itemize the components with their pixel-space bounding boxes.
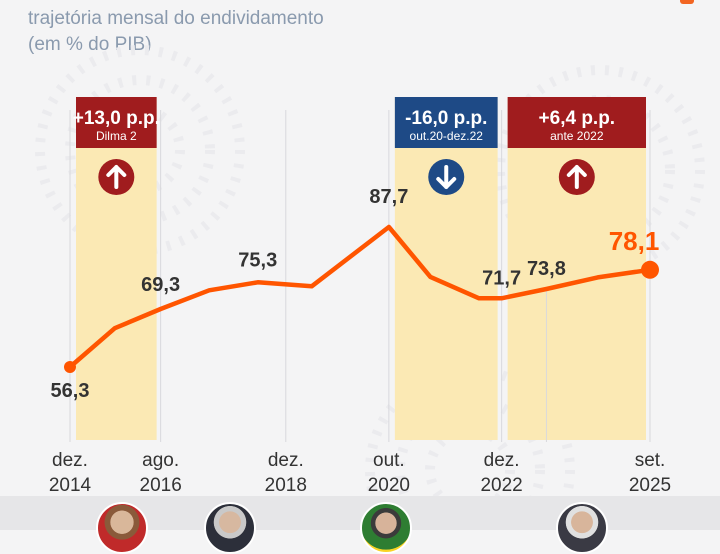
period-shade-1 [394,97,498,440]
data-label-6: 78,1 [609,226,660,256]
annotation-boxes: +13,0 p.p.Dilma 2 -16,0 p.p.out.20-dez.22… [73,97,646,195]
annotation-box-2 [507,97,646,148]
annotation-value-0: +13,0 p.p. [73,108,160,129]
x-tick-month-3: out. [373,450,405,471]
x-tick-year-1: 2016 [140,475,182,496]
arrow-glyph-1 [436,165,457,189]
decorative-ring-0 [65,75,215,225]
start-point [64,361,76,373]
avatar-temer [204,502,256,554]
decorative-ring-1 [525,95,675,245]
x-tick-year-5: 2025 [629,475,671,496]
x-tick-year-2: 2018 [265,475,307,496]
data-labels: 56,3 69,3 75,3 87,7 71,7 73,8 78,1 [51,186,660,402]
annotation-value-2: +6,4 p.p. [539,108,616,129]
decorative-ring-2 [365,365,575,530]
line-chart: 56,3 69,3 75,3 87,7 71,7 73,8 78,1 dez. 2014 ago… [48,75,675,530]
period-shade-2 [507,97,646,440]
brand-mark-icon [680,0,694,4]
series-line-layer [64,224,659,373]
arrow-glyph-2 [566,165,587,189]
x-tick-month-2: dez. [268,450,304,471]
data-label-2: 75,3 [238,249,277,271]
period-shade-0 [76,97,157,440]
avatar-lula [556,502,608,554]
data-label-1: 69,3 [141,274,180,296]
annotation-caption-2: ante 2022 [550,129,604,143]
data-label-5: 73,8 [527,258,566,280]
end-point [641,260,659,279]
avatar-bolsonaro [360,502,412,554]
x-tick-month-0: dez. [52,450,88,471]
avatar-dilma [96,502,148,554]
annotation-caption-0: Dilma 2 [96,129,137,143]
x-tick-year-0: 2014 [49,475,92,496]
data-label-0: 56,3 [51,380,90,402]
data-label-3: 87,7 [369,186,408,208]
decorative-ring-2 [425,425,515,515]
x-tick-month-5: set. [635,450,666,471]
annotation-box-1 [394,97,498,148]
annotation-box-0 [76,97,157,148]
x-tick-year-3: 2020 [368,475,410,496]
series-line [67,224,653,370]
x-tick-year-4: 2022 [480,475,522,496]
arrow-glyph-0 [106,165,127,189]
decorative-ring-2 [395,395,545,530]
x-axis-ticks: dez. 2014 ago. 2016 dez. 2018 out. 2020 dez. 2022… [49,450,671,496]
period-shades [76,97,646,440]
x-tick-month-4: dez. [484,450,520,471]
subtitle-line-1: trajetória mensal do endividamento [28,8,324,29]
annotation-value-1: -16,0 p.p. [405,108,487,129]
annotation-caption-1: out.20-dez.22 [410,129,484,143]
data-label-4: 71,7 [482,267,521,289]
decorative-ring-0 [95,105,185,195]
x-tick-month-1: ago. [142,450,179,471]
